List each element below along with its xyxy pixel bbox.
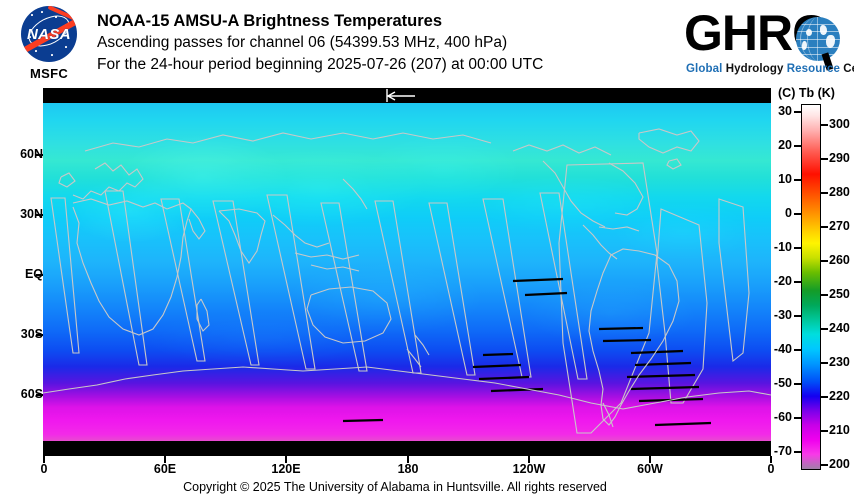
x-axis-tick-180 [407,456,409,463]
ghrc-logo: GHRC Global Hydrology Resource Center [684,7,854,83]
y-axis-label-60s: 60S [20,387,43,401]
colorbar-label-c-0: 0 [785,206,792,220]
colorbar-label-c--70: -70 [773,444,792,458]
colorbar-tick-k-220 [821,396,828,398]
ghrc-tagline-part-2: Hydrology [725,63,787,75]
colorbar-tick-k-250 [821,294,828,296]
colorbar-label-c-10: 10 [778,172,792,186]
colorbar-label-c--60: -60 [773,410,792,424]
ghrc-tagline-part-1: Global [686,63,726,75]
colorbar-tick-k-270 [821,226,828,228]
colorbar-label-k-210: 210 [829,423,850,437]
colorbar-tick-c--50 [794,383,801,385]
colorbar-label-c-30: 30 [778,104,792,118]
colorbar-label-k-280: 280 [829,185,850,199]
page-title: NOAA-15 AMSU-A Brightness Temperatures [97,12,443,30]
y-axis-tick-60s [36,394,43,396]
nasa-center-label: MSFC [29,66,69,81]
x-axis-tick-0w [43,456,45,463]
y-axis-label-eq: EQ [24,267,43,281]
x-axis-label-60w: 60W [637,462,663,476]
y-axis-tick-30s [36,334,43,336]
colorbar-tick-k-200 [821,464,828,466]
y-axis-tick-eq [36,274,43,276]
page-header: NASA MSFC NOAA-15 AMSU-A Brightness Temp… [0,0,854,88]
globe-icon [796,17,840,61]
x-axis-tick-0e [770,456,772,463]
colorbar-tick-c--60 [794,417,801,419]
colorbar-label-k-290: 290 [829,151,850,165]
ghrc-tagline: Global Hydrology Resource Center [686,63,854,75]
x-axis-label-120e: 120E [271,462,301,476]
x-axis-label-0w: 0 [40,462,48,476]
colorbar-label-k-220: 220 [829,389,850,403]
nasa-meatball-icon [21,6,77,62]
colorbar-label-k-270: 270 [829,219,850,233]
colorbar-label-k-250: 250 [829,287,850,301]
y-axis-label-30n: 30N [20,207,43,221]
colorbar-tick-k-240 [821,328,828,330]
x-axis-label-60e: 60E [153,462,177,476]
y-axis-label-30s: 30S [20,327,43,341]
brightness-temperature-texture [43,103,771,441]
colorbar-label-k-230: 230 [829,355,850,369]
nasa-logo: NASA MSFC [12,6,84,84]
colorbar-tick-c-20 [794,145,801,147]
ghrc-tagline-part-4: Center [843,63,854,75]
x-axis-tick-120w [528,456,530,463]
colorbar-tick-k-210 [821,430,828,432]
x-axis-tick-60w [649,456,651,463]
colorbar-label-k-260: 260 [829,253,850,267]
x-axis-label-120w: 120W [512,462,546,476]
colorbar-tick-c-10 [794,179,801,181]
colorbar-tick-k-230 [821,362,828,364]
y-axis-tick-30n [36,214,43,216]
swath-start-marker-icon [386,89,415,102]
colorbar-tick-c--20 [794,281,801,283]
colorbar-header: (C) Tb (K) [778,86,835,100]
colorbar-label-c--50: -50 [773,376,792,390]
colorbar-label-k-300: 300 [829,117,850,131]
ghrc-tagline-part-3: Resource [786,63,844,75]
colorbar-tick-k-260 [821,260,828,262]
subtitle-channel: Ascending passes for channel 06 (54399.5… [97,34,508,51]
x-axis-tick-60e [164,456,166,463]
colorbar-tick-c--70 [794,451,801,453]
title-block: NOAA-15 AMSU-A Brightness Temperatures A… [97,10,677,76]
y-axis-tick-60n [36,154,43,156]
colorbar-tick-k-300 [821,124,828,126]
colorbar-label-c--30: -30 [773,308,792,322]
colorbar-tick-c--40 [794,349,801,351]
colorbar-tick-k-280 [821,192,828,194]
colorbar-tick-c--10 [794,247,801,249]
colorbar-tick-c-30 [794,111,801,113]
x-axis-label-180: 180 [397,462,419,476]
y-axis-label-60n: 60N [20,147,43,161]
colorbar-label-k-200: 200 [829,457,850,471]
colorbar-tick-c--30 [794,315,801,317]
map-data-canvas [43,103,771,441]
colorbar-label-c--20: -20 [773,274,792,288]
nasa-wordmark: NASA [26,26,72,43]
copyright-notice: Copyright © 2025 The University of Alaba… [183,480,607,494]
latitude-axis: 60N 30N EQ 30S 60S [0,88,43,456]
x-axis-tick-120e [285,456,287,463]
colorbar-label-c-20: 20 [778,138,792,152]
subtitle-period: For the 24-hour period beginning 2025-07… [97,56,544,73]
x-axis-label-0e: 0 [767,462,775,476]
colorbar-tick-k-290 [821,158,828,160]
colorbar-label-c--40: -40 [773,342,792,356]
map-plot-area[interactable] [43,88,771,456]
colorbar-label-k-240: 240 [829,321,850,335]
colorbar-gradient[interactable] [801,104,821,470]
colorbar-tick-c-0 [794,213,801,215]
colorbar-label-c--10: -10 [773,240,792,254]
